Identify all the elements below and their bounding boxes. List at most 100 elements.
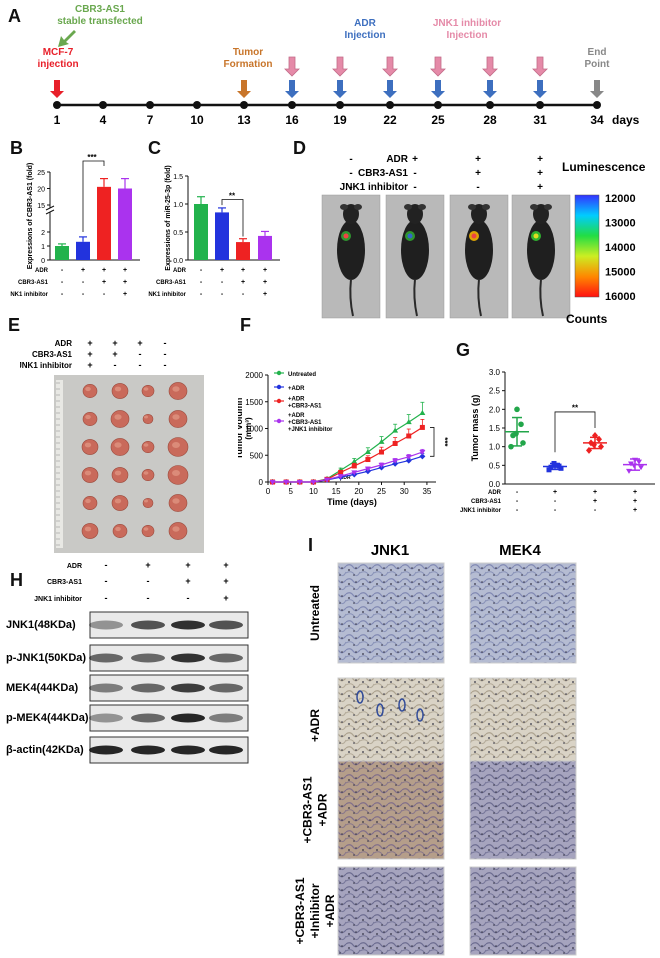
treatment-label-jnk1: JNK1 inhibitor — [460, 508, 502, 514]
treatment-label-cbr3: CBR3-AS1 — [18, 280, 49, 286]
d-label-jnk1: JNK1 inhibitor — [340, 182, 408, 193]
data-point — [548, 464, 554, 470]
timeline-dot — [336, 101, 344, 109]
data-point — [406, 433, 412, 439]
sign-adr: + — [81, 267, 85, 274]
sign-cbr3: - — [82, 279, 85, 286]
treatment-label-adr: ADR — [35, 268, 49, 274]
data-point — [588, 439, 594, 447]
tick-label: 0.5 — [173, 230, 183, 237]
h-label-cbr3: CBR3-AS1 — [47, 579, 82, 586]
e-sign: - — [114, 360, 117, 370]
ihc-row-label: Untreated — [308, 585, 322, 641]
data-point — [513, 430, 519, 437]
data-point — [591, 441, 597, 449]
bar — [76, 241, 90, 260]
arrow-jnk1 — [382, 56, 398, 77]
data-point — [351, 463, 357, 469]
d-label-adr: ADR — [386, 154, 408, 165]
sig-bracket — [82, 160, 105, 232]
timeline-unit: days — [612, 113, 640, 127]
e-label-jnk1: JNK1 inhibitor — [20, 361, 72, 370]
blot-band — [131, 745, 165, 755]
timeline-dot — [53, 101, 61, 109]
sign-adr: - — [200, 267, 203, 274]
tumor-sample — [111, 467, 129, 483]
e-label-adr: ADR — [55, 339, 73, 348]
panel-label-c: C — [148, 138, 161, 158]
adr-annotation: ADR — [340, 475, 351, 481]
data-point — [626, 468, 632, 474]
event-tumor-label: Tumor Formation — [224, 47, 273, 70]
chart-f: 0 500 1000 1500 2000 0 5 10 15 20 25 30 35 Tumor volu… — [238, 370, 449, 507]
data-point — [419, 450, 426, 456]
tick-label: 0 — [259, 478, 264, 487]
tumor-highlight — [84, 470, 92, 476]
timeline-day-label: 1 — [54, 113, 61, 127]
event-end-label: End Point — [585, 47, 611, 70]
tumor-highlight — [85, 414, 91, 420]
tumor-sample — [111, 495, 129, 511]
legend-label: +JNK1 inhibitor — [288, 427, 333, 433]
tumor-sample — [142, 413, 154, 425]
treatment-label-jnk1: JNK1 inhibitor — [148, 292, 187, 298]
arrow-jnk1 — [482, 56, 498, 77]
tick-label: 0.0 — [489, 480, 501, 489]
data-point — [296, 480, 303, 485]
ihc-image-mek4 — [469, 866, 577, 956]
luminescence-spot — [343, 233, 349, 239]
legend-label: +ADR — [288, 397, 305, 403]
mouse-ear — [404, 204, 412, 210]
ihc-image-jnk1 — [337, 760, 445, 860]
tick-label: 5 — [288, 487, 293, 496]
data-point — [338, 469, 344, 475]
d-sign: + — [412, 154, 418, 165]
luminescence-spot — [471, 233, 477, 239]
tumor-sample — [82, 384, 98, 398]
tumor-highlight — [114, 498, 122, 504]
data-point — [364, 449, 371, 455]
tick-label: 3.0 — [489, 368, 501, 377]
tick-label: 10 — [309, 487, 318, 496]
data-point — [405, 457, 412, 464]
tumor-sample — [82, 496, 98, 510]
ihc-row-label: +CBR3-AS1 — [293, 877, 307, 944]
h-sign: - — [187, 593, 190, 603]
arrow-mcf7 — [50, 80, 64, 98]
data-point — [598, 443, 604, 451]
mouse-image — [385, 194, 445, 319]
data-point — [392, 440, 398, 446]
legend-tick-label: 15000 — [605, 267, 636, 279]
significance-label: ** — [572, 403, 579, 412]
ihc-image-mek4 — [469, 760, 577, 860]
tick-label: 0.0 — [173, 258, 183, 265]
bar — [118, 188, 132, 260]
legend-title: Luminescence — [562, 160, 646, 174]
mouse-tail — [413, 278, 418, 317]
blot-band — [171, 620, 205, 630]
sign-jnk1: - — [242, 291, 245, 298]
e-sign: + — [112, 338, 117, 348]
blot-band — [209, 713, 243, 723]
arrow-adr — [383, 80, 397, 98]
sign-jnk1: - — [200, 291, 203, 298]
data-point — [636, 459, 642, 465]
tick-label: 2 — [41, 230, 45, 237]
data-point — [405, 419, 412, 425]
timeline-day-label: 10 — [190, 113, 204, 127]
significance-label: *** — [440, 437, 449, 447]
legend-tick-label: 16000 — [605, 291, 636, 303]
e-sign: - — [164, 338, 167, 348]
mouse-head — [407, 204, 423, 224]
sig-bracket — [554, 411, 596, 453]
data-point — [378, 462, 385, 468]
sign-cbr3: + — [593, 498, 597, 505]
data-point — [392, 458, 399, 464]
data-point — [283, 480, 290, 485]
tumor-highlight — [143, 443, 149, 447]
mouse-ear — [340, 204, 348, 210]
legend-marker — [276, 418, 282, 424]
